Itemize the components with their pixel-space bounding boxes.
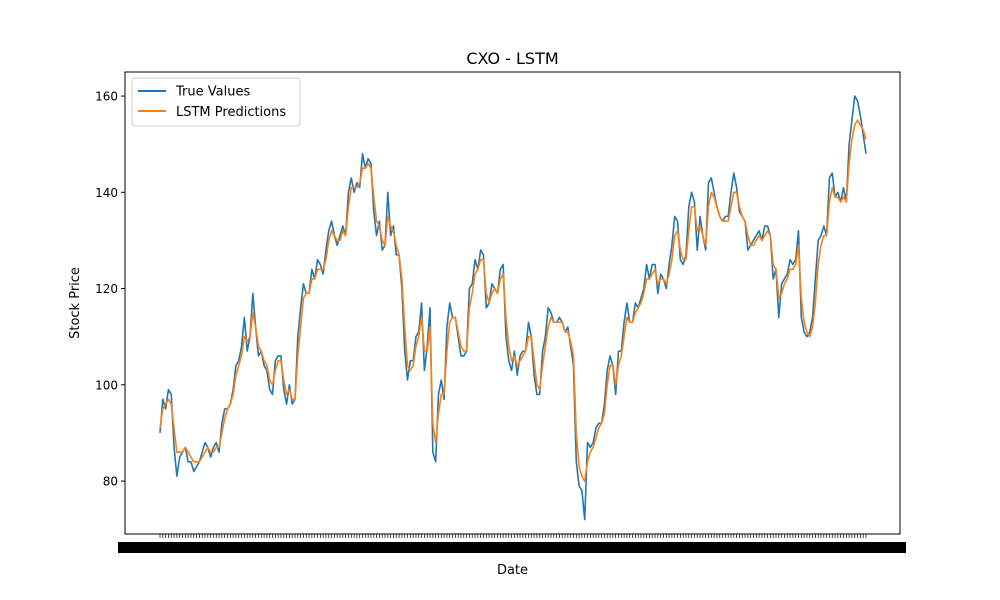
legend: True Values LSTM Predictions <box>131 77 301 127</box>
chart-title: CXO - LSTM <box>466 49 558 68</box>
y-tick-label: 140 <box>95 186 118 200</box>
x-axis <box>118 534 906 553</box>
plot-frame <box>124 71 901 535</box>
x-tick-labels-overlap <box>118 542 906 553</box>
x-axis-label: Date <box>497 563 528 578</box>
y-tick-label: 120 <box>95 282 118 296</box>
y-tick-label: 160 <box>95 90 118 104</box>
y-axis: 80 100 120 140 160 <box>95 90 125 489</box>
legend-box <box>131 77 301 127</box>
legend-label-lstm-predictions: LSTM Predictions <box>176 105 286 120</box>
y-axis-label: Stock Price <box>68 267 83 339</box>
y-tick-label: 100 <box>95 378 118 392</box>
series-line-lstm-predictions <box>159 119 867 482</box>
legend-label-true-values: True Values <box>175 85 250 100</box>
plot-area <box>159 95 867 521</box>
y-tick-label: 80 <box>103 475 118 489</box>
series-line-true-values <box>159 95 867 521</box>
